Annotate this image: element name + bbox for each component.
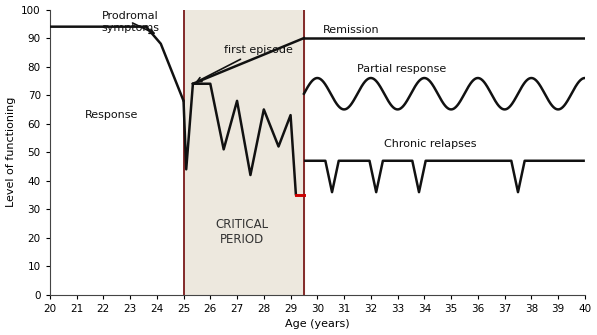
Text: Remission: Remission — [322, 24, 379, 35]
Bar — [183, 10, 304, 295]
Text: Prodromal
symptoms: Prodromal symptoms — [101, 11, 159, 33]
Y-axis label: Level of functioning: Level of functioning — [5, 97, 16, 207]
Text: Response: Response — [85, 110, 138, 120]
Text: CRITICAL
PERIOD: CRITICAL PERIOD — [216, 218, 269, 246]
Text: Chronic relapses: Chronic relapses — [384, 139, 477, 149]
Text: first episode: first episode — [197, 45, 293, 82]
Text: Partial response: Partial response — [358, 64, 447, 74]
X-axis label: Age (years): Age (years) — [285, 320, 350, 329]
